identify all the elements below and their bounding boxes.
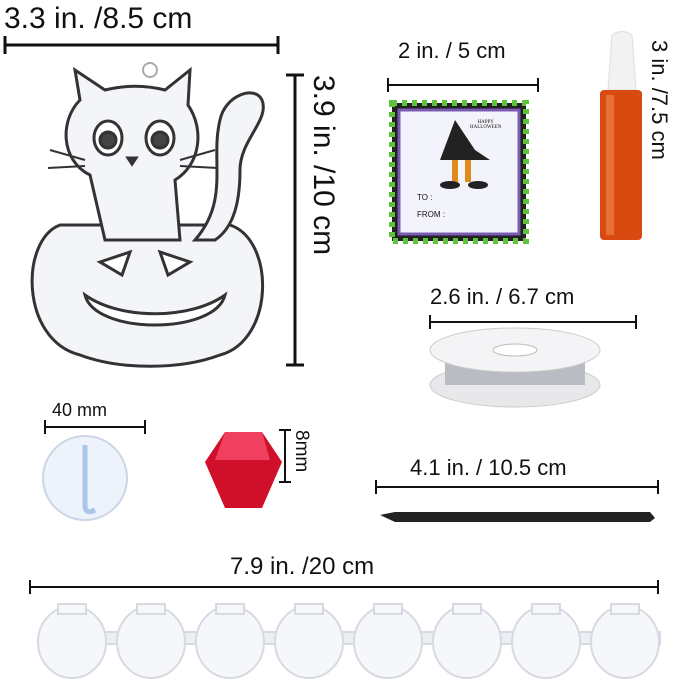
card-from-label: FROM : [417,210,445,219]
paint-pot-lid-tab [452,603,482,615]
spool-width-label: 2.6 in. / 6.7 cm [430,284,575,309]
wire-spool [429,327,601,408]
paint-pot [353,605,423,679]
cat-pumpkin-suncatcher [30,62,265,368]
suncatcher-height-label: 3.9 in. /10 cm [307,75,340,256]
paint-pot-lid-tab [531,603,561,615]
paint-pot [37,605,107,679]
paint-pot-lid-tab [610,603,640,615]
paint-bottle [600,31,642,240]
suncatcher-width-label: 3.3 in. /8.5 cm [4,2,193,35]
paint-brush [380,512,655,522]
paint-pot [274,605,344,679]
paint-pot [511,605,581,679]
paint-pot [432,605,502,679]
halloween-gift-card [389,100,529,244]
paint-pot-lid-tab [294,603,324,615]
paint-pot-strip [37,603,661,679]
paint-pot-lid-tab [57,603,87,615]
card-greeting: HAPPY HALLOWEEN [470,120,502,130]
dimension-lines [3,36,659,594]
acrylic-bead [205,432,282,508]
brush-length-label: 4.1 in. / 10.5 cm [410,455,567,480]
paint-pot [195,605,265,679]
bead-size-label: 8mm [291,430,312,473]
suction-cup-hook [42,435,128,521]
paint-pot [590,605,660,679]
suction-cup-label: 40 mm [52,400,108,420]
paint-pot-lid-tab [136,603,166,615]
paint-pot-lid-tab [215,603,245,615]
paint-pot [116,605,186,679]
paint-strip-length-label: 7.9 in. /20 cm [230,553,375,580]
paint-pot-lid-tab [373,603,403,615]
card-width-label: 2 in. / 5 cm [398,38,506,63]
card-to-label: TO : [417,193,433,202]
bottle-height-label: 3 in. /7.5 cm [647,40,672,160]
